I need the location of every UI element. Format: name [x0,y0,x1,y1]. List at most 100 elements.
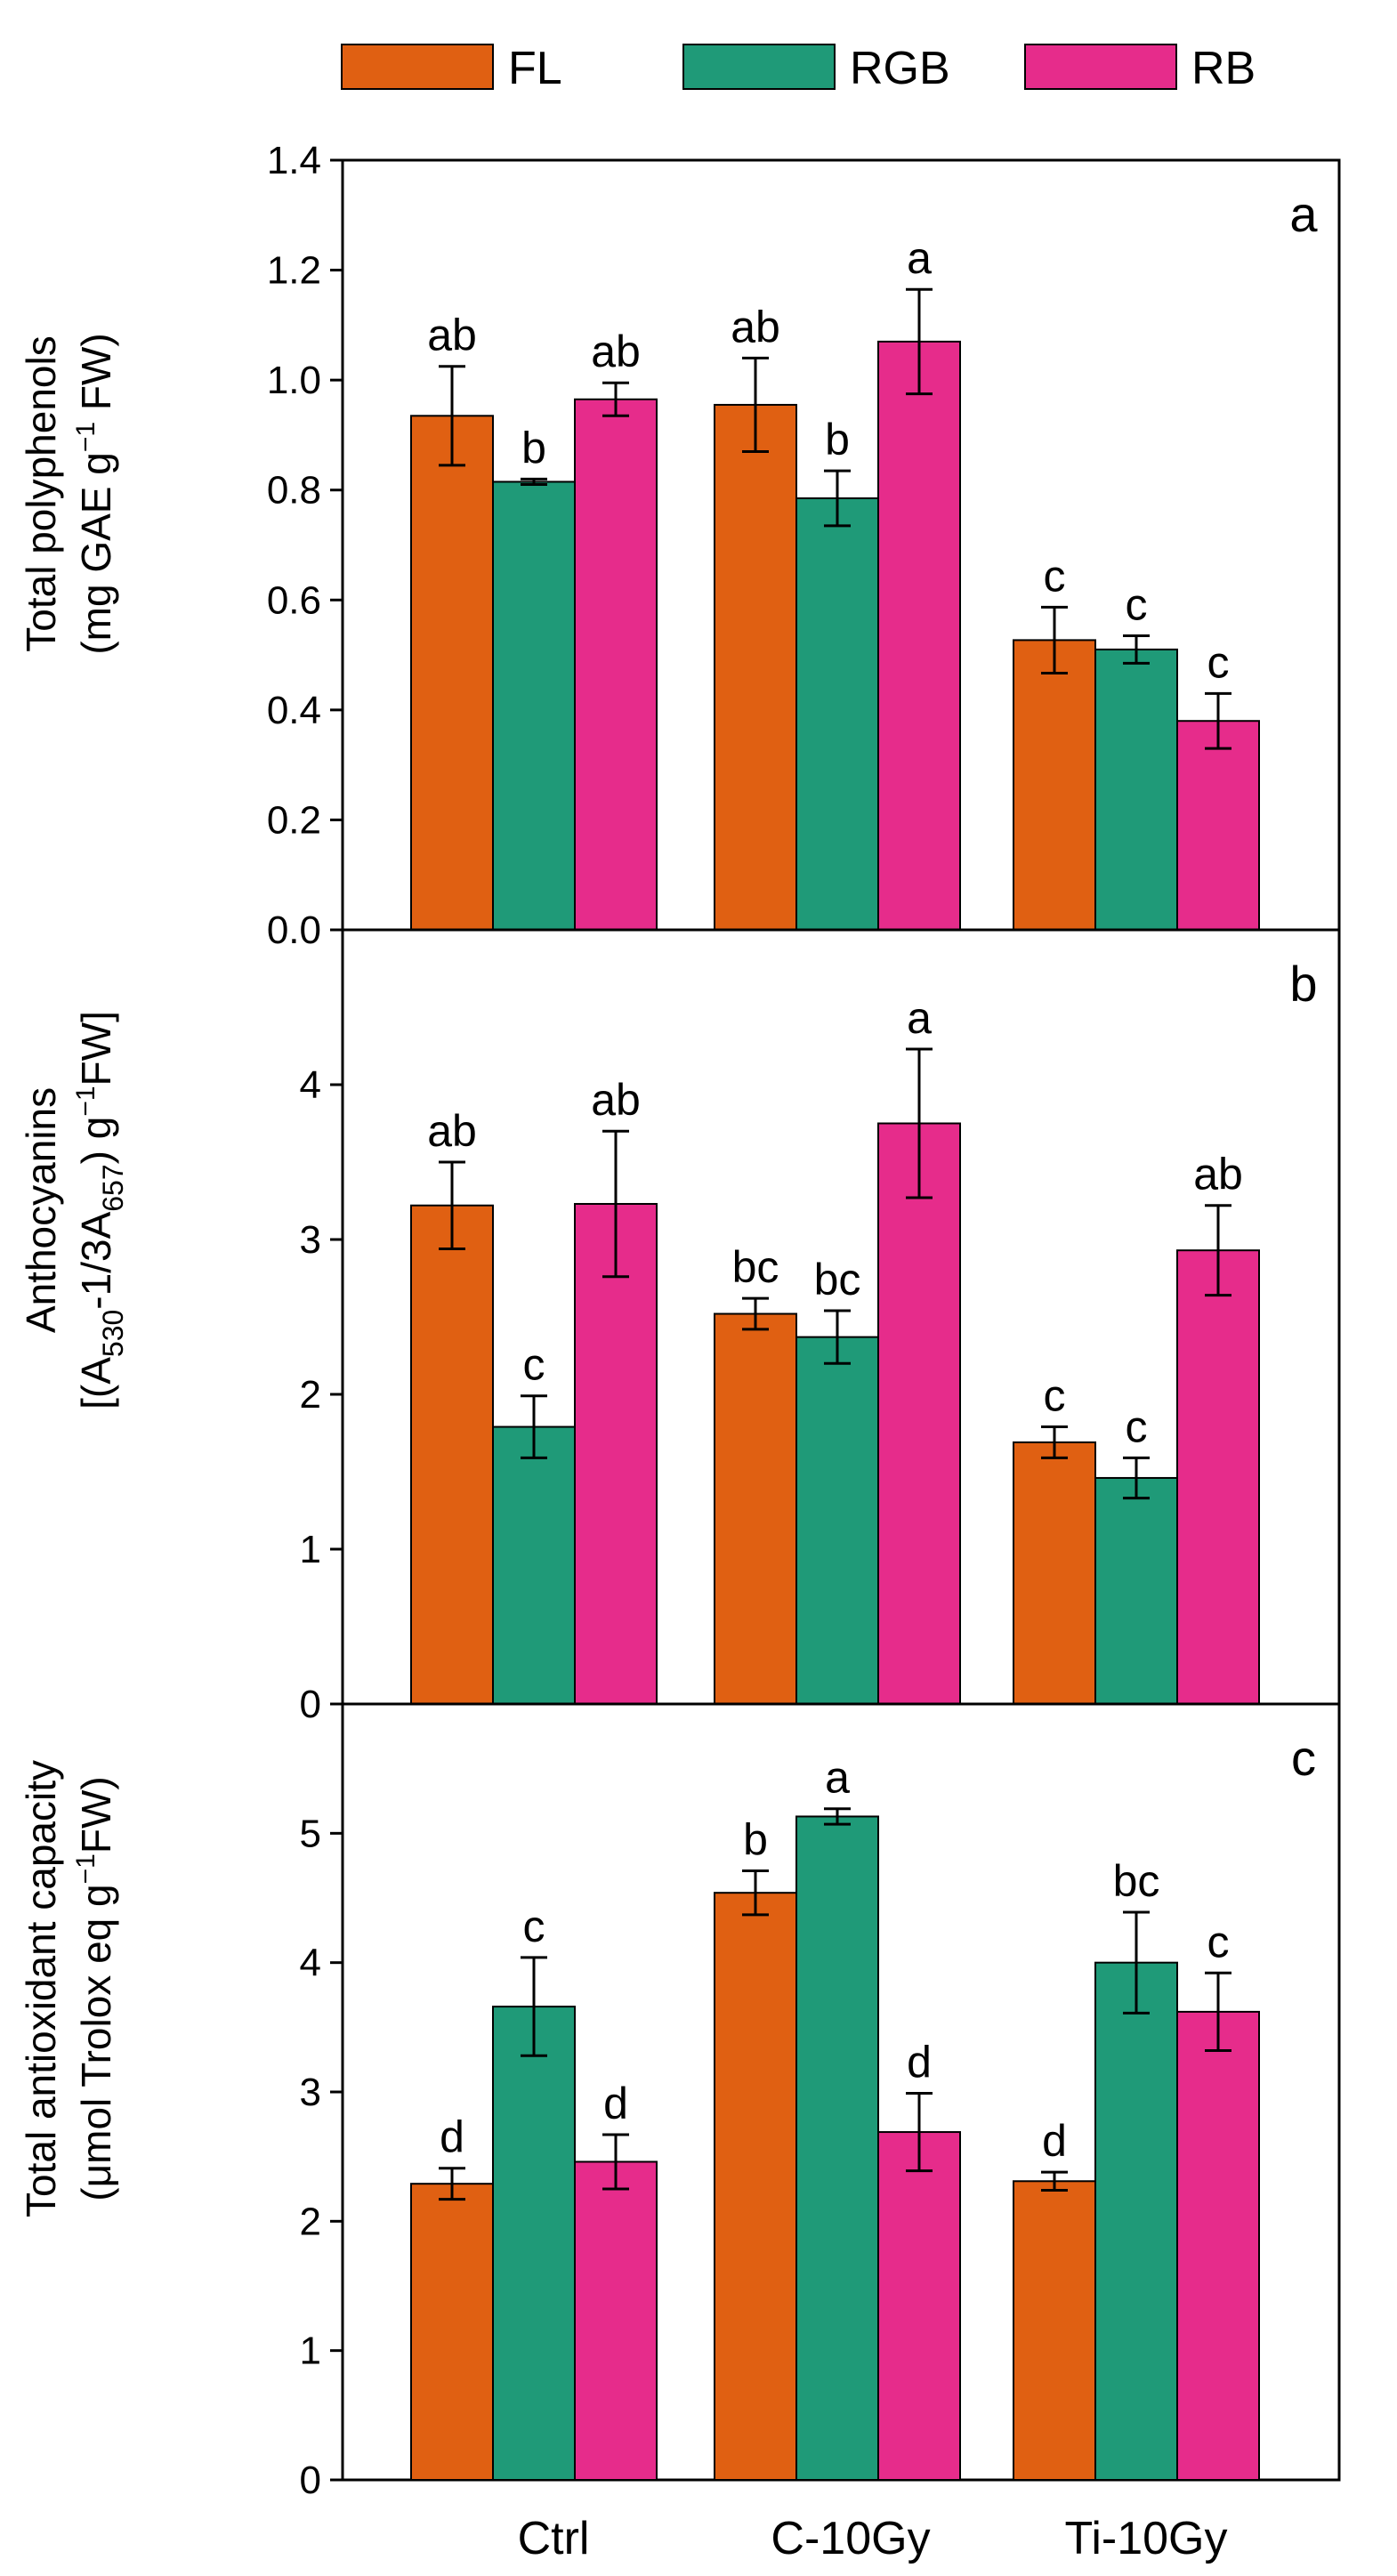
legend-item-rgb: RGB [682,43,950,94]
category-label-ti-10gy: Ti-10Gy [1065,2513,1228,2564]
errorbar-c-rb-1 [602,2133,629,2191]
sig-letter-c-fl-1: d [440,2112,464,2162]
errorbar-c-rgb-1 [521,1956,547,2057]
legend-label-rb: RB [1191,43,1256,94]
errorbar-a-fl-1 [439,365,465,467]
panel-c-letter: c [1291,1730,1316,1786]
errorbar-c-fl-3 [1041,2170,1068,2192]
bar-a-rb-1 [574,398,658,931]
bar-c-rb-2 [877,2131,961,2481]
panel-a-ytick-label: 1.4 [267,139,321,182]
sig-letter-a-rgb-2: b [825,415,850,464]
errorbar-a-fl-2 [742,356,769,453]
errorbar-a-fl-3 [1041,605,1068,674]
errorbar-c-rb-3 [1205,1971,1231,2052]
panel-c-ytick-label: 1 [300,2330,321,2373]
bar-c-rb-3 [1176,2010,1260,2481]
panel-b-letter: b [1289,956,1317,1012]
errorbar-b-rgb-3 [1123,1456,1150,1500]
legend: FL RGB RB [341,43,1256,94]
errorbar-a-rb-3 [1205,691,1231,750]
sig-letter-a-rgb-1: b [521,423,546,472]
errorbar-b-rgb-2 [824,1309,851,1365]
sig-letter-b-rgb-1: c [523,1340,545,1390]
panel-b: 0 1 2 3 4 b ab bc c c bc c ab a ab [300,928,1341,1726]
bar-c-rgb-2 [795,1815,879,2481]
errorbar-b-fl-1 [439,1160,465,1250]
bar-c-rgb-1 [492,2006,576,2482]
bar-c-fl-2 [714,1892,797,2482]
bar-b-rb-3 [1176,1249,1260,1706]
legend-label-rgb: RGB [850,43,950,94]
panel-a-ylabel-line2: (mg GAE g−1 FW) [71,333,119,654]
legend-swatch-rgb [682,44,836,90]
sig-letter-b-rb-2: a [907,993,932,1043]
sig-letter-c-rgb-3: bc [1113,1856,1160,1906]
panel-a-ytick-label: 0.0 [267,908,321,952]
panel-b-ytick-label: 1 [300,1528,321,1571]
sig-letter-b-fl-1: ab [427,1106,477,1156]
sig-letter-b-rb-1: ab [591,1075,641,1125]
sig-letter-a-fl-1: ab [427,311,477,360]
sig-letter-c-fl-2: b [743,1814,768,1864]
bar-a-rgb-1 [492,480,576,931]
errorbar-b-rb-1 [602,1129,629,1279]
bar-a-rb-3 [1176,720,1260,932]
errorbar-a-rgb-3 [1123,634,1150,665]
panel-a-ytick-label: 0.2 [267,798,321,842]
panel-c-ylabel-line1: Total antioxidant capacity [18,1760,64,2217]
sig-letter-b-fl-3: c [1044,1371,1066,1421]
sig-letter-c-rgb-2: a [825,1753,850,1803]
panel-c-ytick-label: 5 [300,1812,321,1855]
panel-c-ytick-label: 2 [300,2200,321,2243]
category-label-c-10gy: C-10Gy [771,2513,930,2564]
panel-b-ytick-label: 2 [300,1373,321,1417]
errorbar-b-rb-2 [906,1047,933,1199]
legend-item-rb: RB [1024,43,1256,94]
panel-a-ytick-label: 0.6 [267,578,321,622]
errorbar-c-rgb-2 [824,1807,851,1826]
sig-letter-a-fl-3: c [1044,551,1066,601]
sig-letter-b-rb-3: ab [1193,1150,1243,1199]
bar-b-rb-2 [877,1122,961,1705]
bar-c-rgb-3 [1094,1961,1178,2482]
bar-b-fl-2 [714,1312,797,1706]
panel-a: 0.0 0.2 0.4 0.6 0.8 1.0 1.2 1.4 a ab ab c b b c ab a c [267,139,1341,952]
errorbar-c-fl-2 [742,1869,769,1917]
category-label-ctrl: Ctrl [518,2513,590,2564]
bar-a-fl-1 [410,415,494,931]
errorbar-b-fl-3 [1041,1425,1068,1459]
legend-label-fl: FL [508,43,562,94]
panel-b-ytick-label: 0 [300,1683,321,1726]
panel-a-ytick-label: 1.2 [267,249,321,293]
errorbar-b-rb-3 [1205,1204,1231,1297]
panel-b-ylabel-line1: Anthocyanins [18,1087,64,1333]
errorbar-b-fl-2 [742,1296,769,1331]
panel-a-ytick-label: 1.0 [267,359,321,402]
sig-letter-b-rgb-3: c [1126,1401,1148,1451]
errorbar-c-fl-1 [439,2167,465,2201]
panel-a-ytick-label: 0.8 [267,469,321,513]
errorbar-a-rb-1 [602,381,629,417]
errorbar-b-rgb-1 [521,1394,547,1459]
sig-letter-c-rgb-1: c [523,1902,545,1951]
sig-letter-a-rb-3: c [1207,637,1230,687]
panel-c-ytick-label: 0 [300,2459,321,2502]
panel-a-letter: a [1289,186,1318,242]
bar-c-rb-1 [574,2160,658,2481]
sig-letter-c-rb-3: c [1207,1917,1230,1966]
panel-b-ytick-label: 3 [300,1218,321,1262]
sig-letter-b-rgb-2: bc [814,1255,861,1304]
bar-b-rb-1 [574,1202,658,1705]
legend-item-fl: FL [341,43,562,94]
sig-letter-a-rb-2: a [907,233,932,283]
panel-c: 0 1 2 3 4 5 c d b d c a bc d d c [300,1702,1341,2502]
legend-swatch-fl [341,44,494,90]
sig-letter-c-rb-1: d [603,2079,628,2128]
panel-b-ylabel-line2: [(A530-1/3A657) g−1FW] [71,1011,129,1409]
errorbar-c-rgb-3 [1123,1910,1150,2015]
sig-letter-a-fl-2: ab [731,302,780,351]
panel-c-ytick-label: 3 [300,2071,321,2114]
